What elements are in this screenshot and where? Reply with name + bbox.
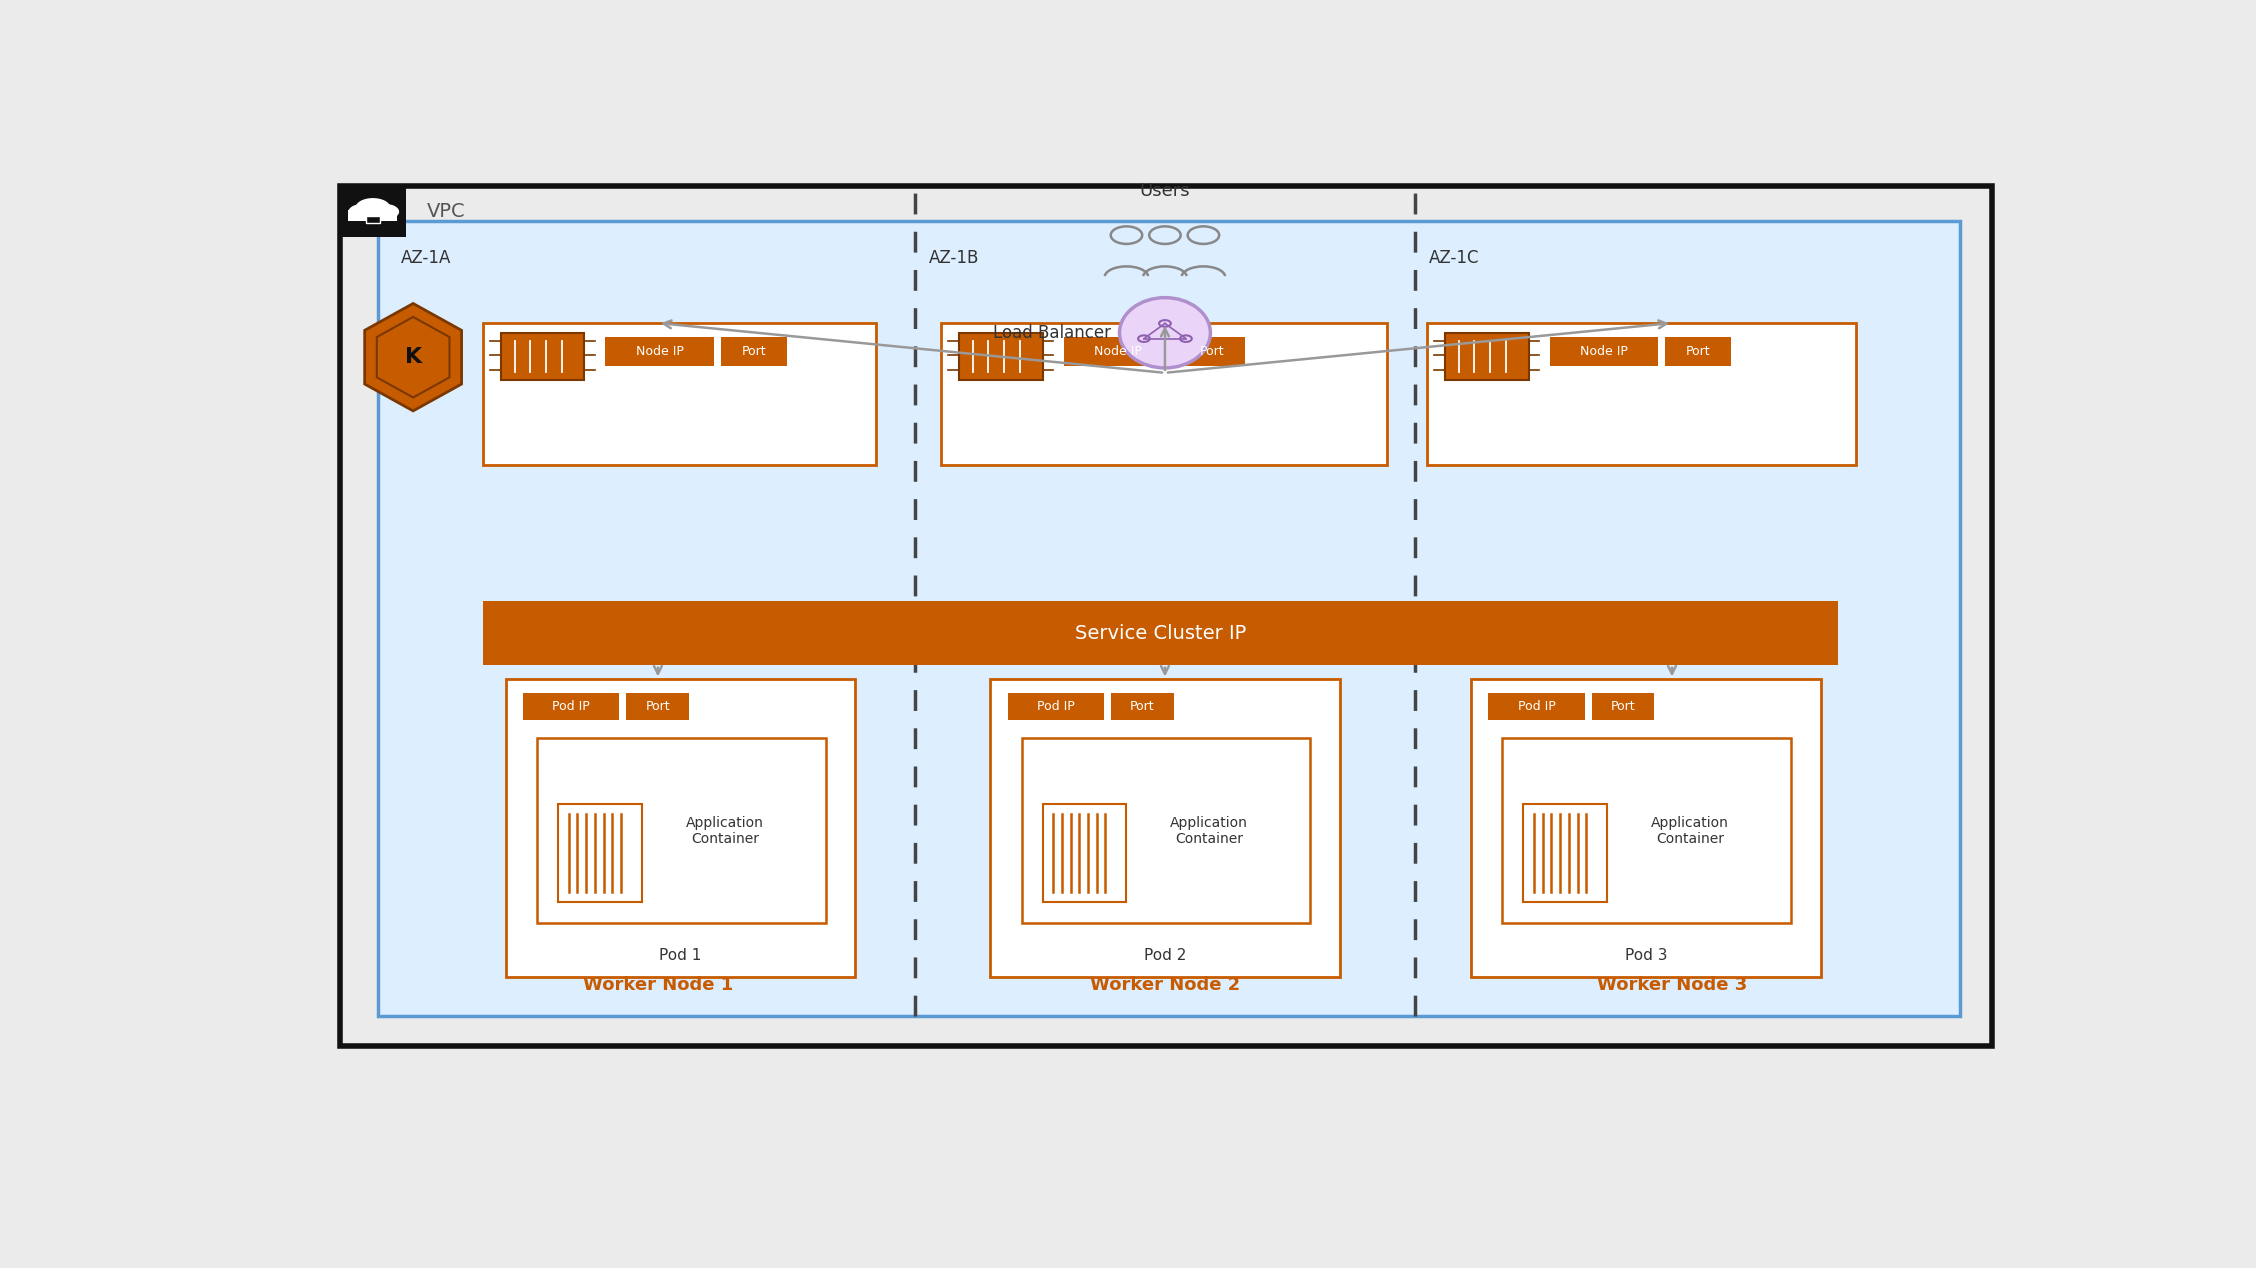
Text: Worker Node 1: Worker Node 1 (582, 976, 733, 994)
Bar (1550, 337, 1658, 366)
Text: Pod 1: Pod 1 (659, 948, 702, 964)
Bar (557, 804, 643, 902)
Bar (523, 694, 620, 720)
Text: Node IP: Node IP (1094, 345, 1142, 358)
Bar (1665, 337, 1730, 366)
Bar (341, 186, 1992, 1046)
Text: Port: Port (742, 345, 767, 358)
Text: Worker Node 3: Worker Node 3 (1597, 976, 1746, 994)
Text: Users: Users (1139, 183, 1191, 200)
Bar (347, 209, 397, 222)
Bar (1471, 680, 1821, 978)
Text: Application
Container: Application Container (1171, 815, 1248, 846)
Bar (722, 337, 787, 366)
Text: AZ-1A: AZ-1A (402, 249, 451, 266)
Bar (483, 323, 878, 464)
Bar (1042, 804, 1126, 902)
Text: AZ-1C: AZ-1C (1428, 249, 1480, 266)
Polygon shape (365, 303, 462, 411)
Bar (365, 216, 379, 223)
Bar (605, 337, 713, 366)
Bar (1489, 694, 1584, 720)
Text: Port: Port (1685, 345, 1710, 358)
Ellipse shape (1119, 298, 1211, 368)
Text: Pod IP: Pod IP (1038, 700, 1074, 713)
Bar (1022, 738, 1311, 923)
Text: Application
Container: Application Container (686, 815, 765, 846)
Bar (483, 601, 1839, 664)
Bar (1444, 332, 1530, 379)
Bar (1110, 694, 1173, 720)
Text: Pod IP: Pod IP (1518, 700, 1554, 713)
Bar (1180, 337, 1245, 366)
Text: Port: Port (645, 700, 670, 713)
Bar (1428, 323, 1854, 464)
Text: K: K (404, 347, 422, 368)
Bar (537, 738, 826, 923)
Bar (941, 323, 1387, 464)
Bar (341, 186, 406, 237)
Text: Pod IP: Pod IP (553, 700, 591, 713)
Bar (959, 332, 1042, 379)
Text: Node IP: Node IP (636, 345, 684, 358)
Text: Load Balancer: Load Balancer (993, 323, 1110, 342)
Bar (505, 680, 855, 978)
Circle shape (356, 198, 390, 218)
Text: Application
Container: Application Container (1651, 815, 1728, 846)
Bar (379, 221, 1960, 1016)
Text: Node IP: Node IP (1579, 345, 1629, 358)
Bar (627, 694, 690, 720)
Text: VPC: VPC (426, 202, 465, 221)
Circle shape (372, 204, 399, 219)
Bar (501, 332, 584, 379)
Text: Port: Port (1130, 700, 1155, 713)
Bar (1063, 337, 1171, 366)
Text: Port: Port (1611, 700, 1636, 713)
Text: Worker Node 2: Worker Node 2 (1090, 976, 1241, 994)
Bar (990, 680, 1340, 978)
Text: AZ-1B: AZ-1B (929, 249, 979, 266)
Text: Port: Port (1200, 345, 1225, 358)
Bar (1590, 694, 1654, 720)
Text: Pod 3: Pod 3 (1624, 948, 1667, 964)
Bar (1008, 694, 1103, 720)
Bar (1523, 804, 1606, 902)
Bar (1502, 738, 1791, 923)
Text: Pod 2: Pod 2 (1144, 948, 1187, 964)
Circle shape (347, 204, 377, 219)
Text: Service Cluster IP: Service Cluster IP (1074, 624, 1245, 643)
